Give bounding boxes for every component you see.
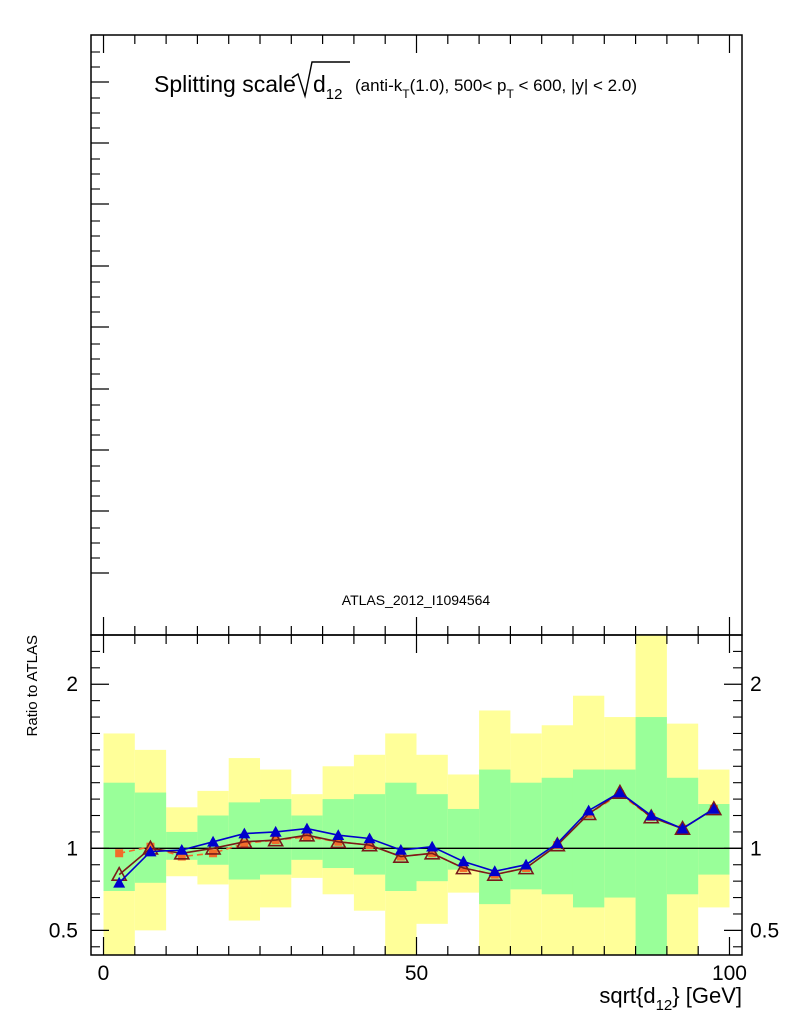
x-title-sub: 12: [656, 997, 673, 1014]
series-0-point-2: [175, 843, 188, 855]
y-tick-label-left-1: 1: [66, 837, 78, 860]
series-0-point-6: [300, 822, 313, 834]
series-2-point-4: [240, 839, 249, 848]
analysis-label: ATLAS_2012_I1094564: [342, 592, 491, 608]
x-title-main: sqrt{d: [599, 983, 655, 1008]
series-0-point-0: [113, 876, 126, 888]
main-panel-frame: [90, 34, 743, 636]
green-band-bin-0: [103, 782, 135, 891]
green-band-bin-15: [572, 769, 605, 908]
plot-title: Splitting scale: [154, 71, 296, 97]
title-part2: (1.0), 500< p: [410, 76, 507, 95]
y-tick-label-right-0.5: 0.5: [750, 919, 779, 942]
title-part2-sub: T: [506, 87, 514, 101]
series-0-point-19: [707, 802, 720, 814]
series-1-point-10: [423, 844, 441, 860]
y-axis-title: Ratio to ATLAS: [24, 635, 41, 736]
green-band-bin-18: [666, 777, 699, 895]
series-0-point-17: [645, 809, 658, 821]
x-title-tail: } [GeV]: [672, 983, 742, 1008]
title-sqrt-sign: [291, 61, 350, 99]
series-0-point-13: [520, 858, 533, 870]
series-0-point-11: [457, 855, 470, 867]
green-band-bin-14: [541, 777, 573, 895]
series-0-point-16: [613, 786, 626, 798]
series-1-point-4: [236, 833, 253, 849]
series-0-point-10: [426, 840, 439, 852]
y-tick-label-right-2: 2: [750, 673, 762, 696]
title-part3: < 600, |y| < 2.0): [514, 76, 637, 95]
title-selection: (anti-kT(1.0), 500< pT < 600, |y| < 2.0): [355, 76, 637, 101]
series-0-point-3: [207, 835, 220, 847]
series-0-point-5: [269, 825, 282, 837]
x-tick-label-0: 0: [98, 962, 110, 985]
title-part1-sub: T: [402, 87, 410, 101]
series-0-point-7: [332, 829, 345, 841]
ratio-panel-ticks: [91, 635, 742, 955]
series-2-point-0: [115, 849, 124, 858]
series-0-point-8: [363, 832, 376, 844]
series-1-point-16: [611, 783, 629, 799]
green-band-bin-10: [416, 794, 448, 882]
series-1-point-7: [329, 833, 347, 849]
mc-series: [110, 783, 723, 888]
series-1-point-6: [298, 826, 316, 842]
y-tick-label-left-2: 2: [66, 673, 78, 696]
main-panel-ticks: [91, 35, 731, 635]
uncertainty-bands: [103, 635, 730, 955]
title-part1: (anti-k: [355, 76, 403, 95]
series-0-point-4: [238, 827, 251, 839]
green-band-bin-12: [479, 769, 511, 905]
series-1-point-5: [267, 831, 285, 847]
series-1-point-9: [392, 847, 410, 863]
series-2-point-2: [177, 852, 186, 861]
y-tick-label-right-1: 1: [750, 837, 762, 860]
series-0-point-15: [582, 804, 595, 816]
series-0-point-18: [676, 822, 689, 834]
series-1-point-8: [361, 836, 378, 852]
series-0-line: [118, 791, 715, 884]
series-1-point-19: [705, 800, 723, 816]
series-1-point-3: [204, 839, 222, 855]
green-band-bin-17: [635, 717, 667, 955]
x-tick-label-50: 50: [405, 962, 428, 985]
title-prefix: Splitting scale: [154, 71, 296, 97]
green-band-bin-9: [385, 782, 417, 891]
series-0-point-14: [551, 837, 564, 849]
x-tick-label-100: 100: [712, 962, 747, 985]
series-2-point-6: [302, 832, 311, 841]
y-tick-label-left-0.5: 0.5: [49, 919, 78, 942]
title-radicand: d12: [313, 71, 342, 103]
series-0-point-1: [144, 845, 157, 857]
series-0-point-9: [394, 843, 407, 855]
series-0-point-12: [488, 865, 501, 877]
x-axis-title: sqrt{d12} [GeV]: [599, 983, 742, 1014]
series-1-point-11: [455, 859, 472, 875]
green-band-bin-1: [134, 792, 167, 883]
title-radicand-sub: 12: [326, 86, 343, 103]
title-radicand-d: d: [313, 71, 326, 97]
